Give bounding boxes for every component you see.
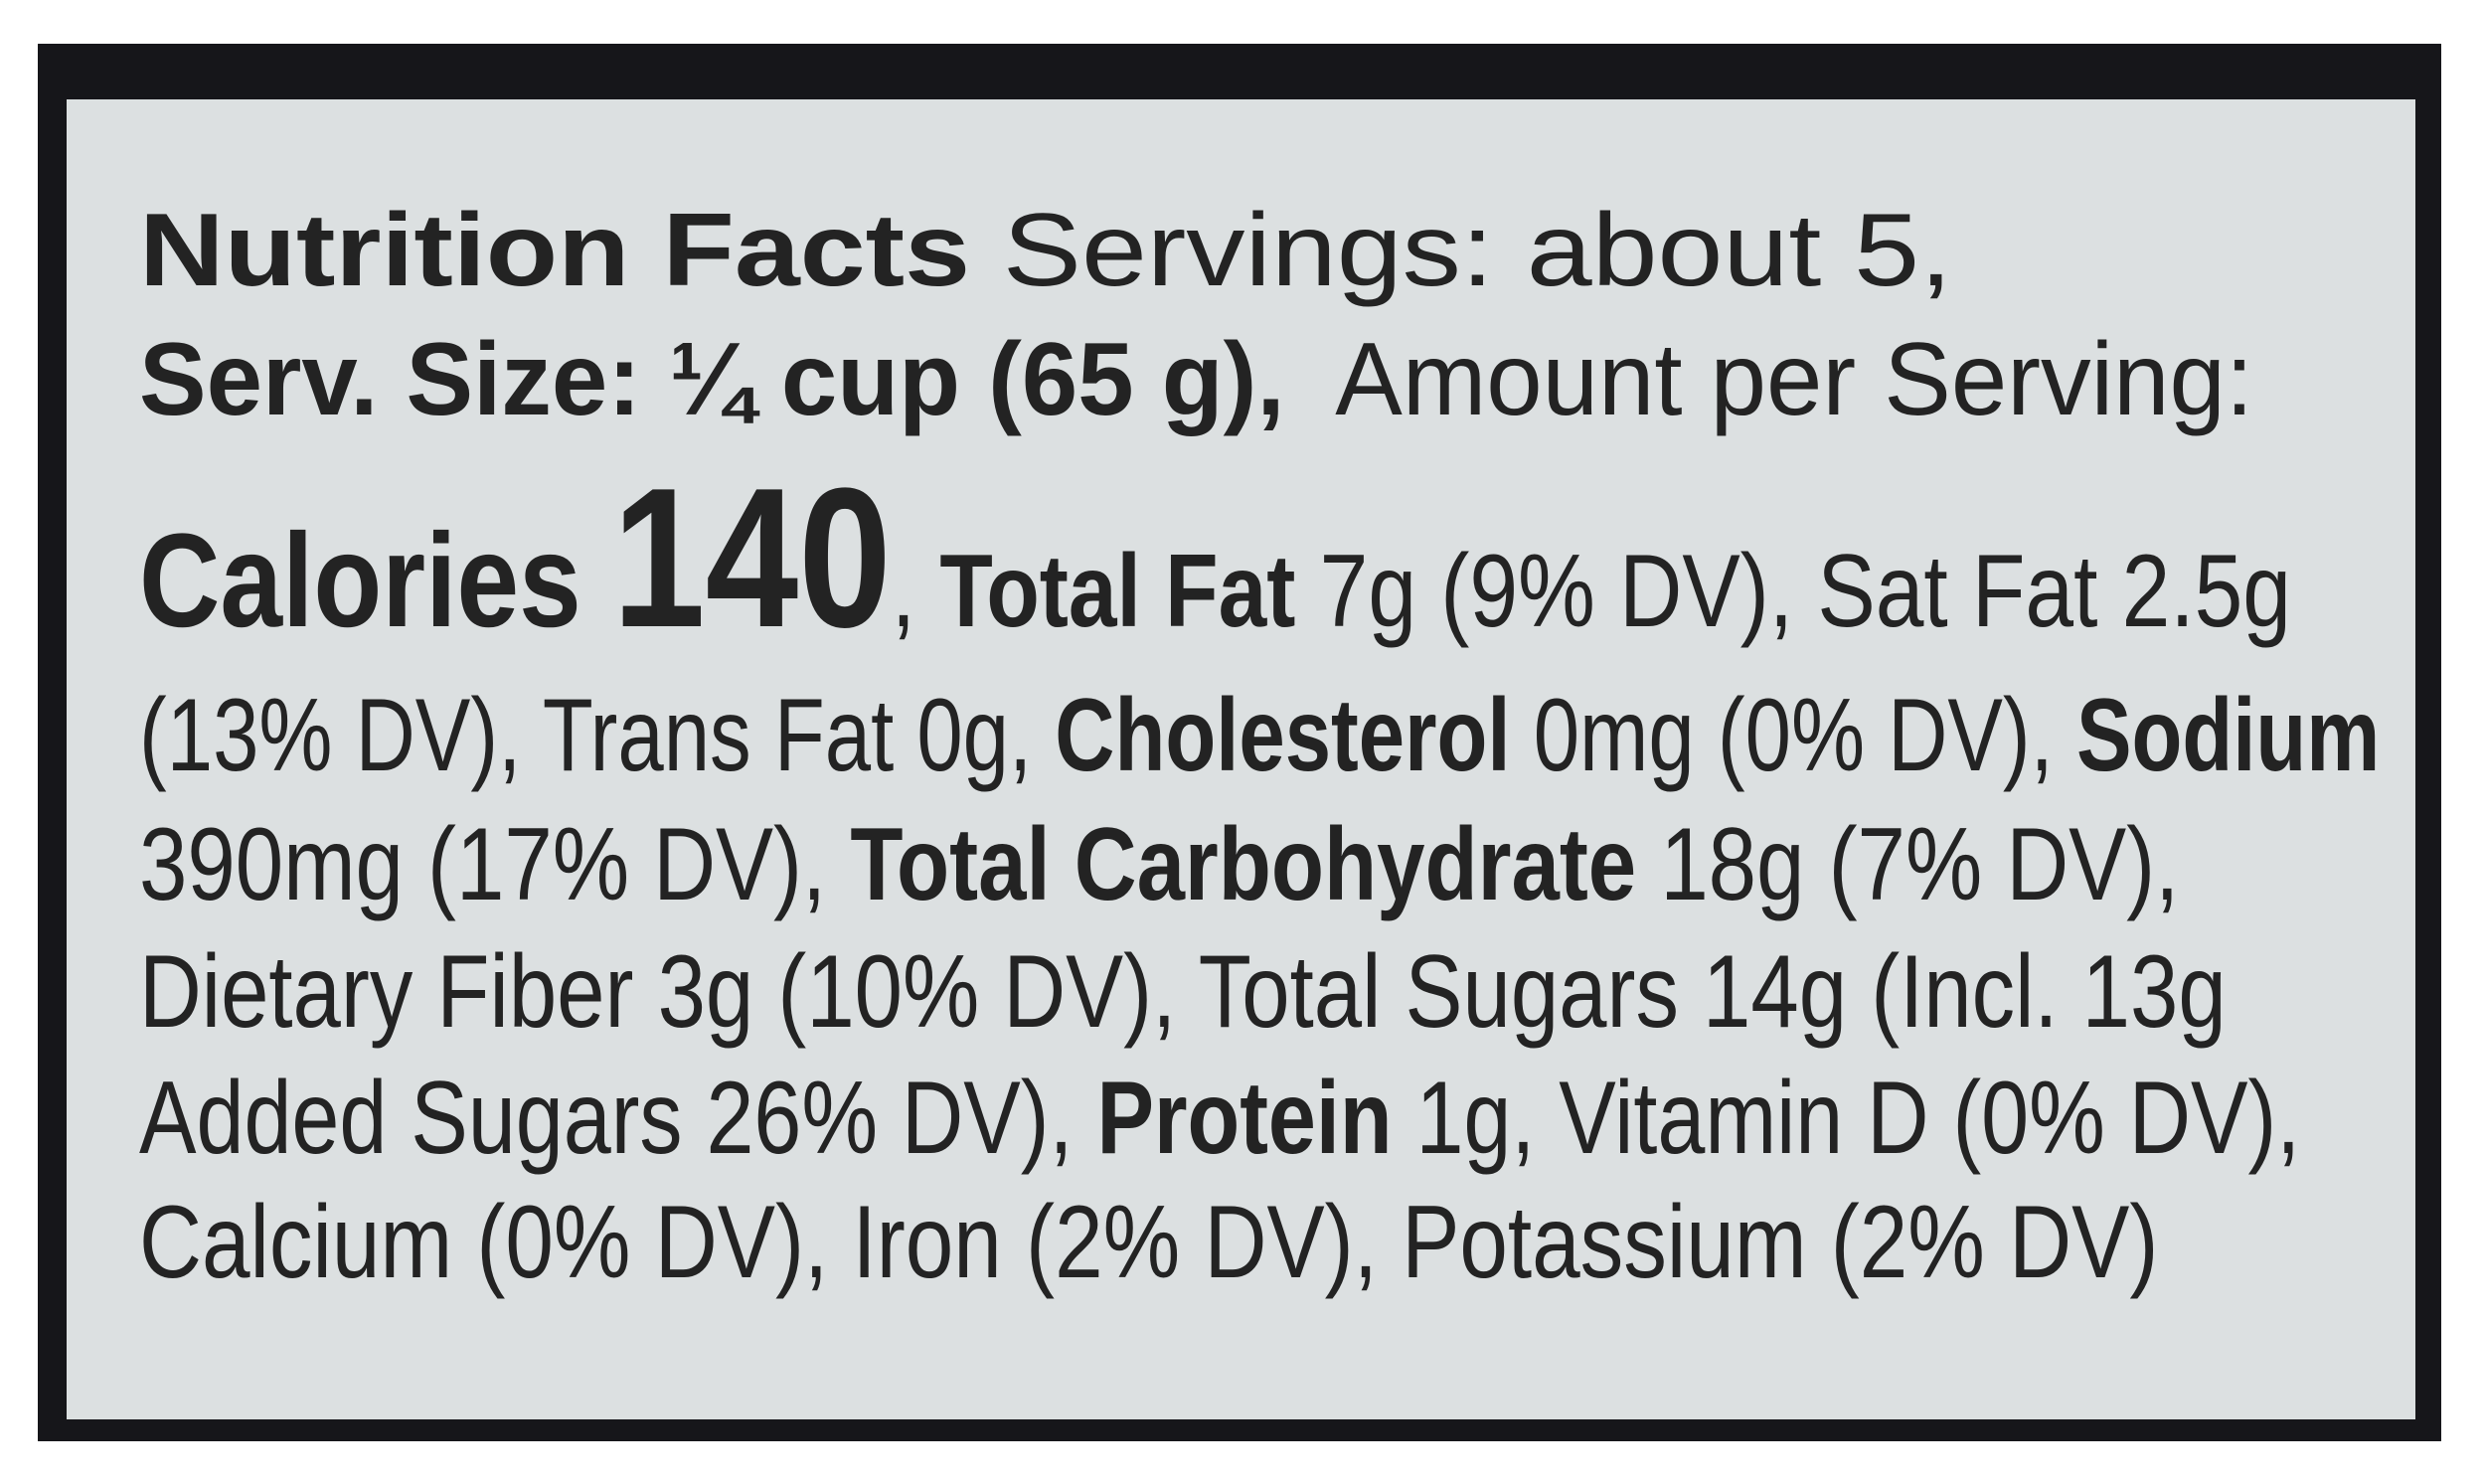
label-line-7: Added Sugars 26% DV), Protein 1g, Vitami… — [139, 1067, 2300, 1170]
cholesterol-label: Cholesterol — [1055, 678, 1511, 793]
minerals-text: Calcium (0% DV), Iron (2% DV), Potassium… — [139, 1185, 2159, 1300]
fiber-sugars-text: Dietary Fiber 3g (10% DV), Total Sugars … — [139, 934, 2227, 1050]
carbohydrate-label: Total Carbohydrate — [850, 807, 1637, 922]
total-fat-value: 7g (9% DV), Sat Fat 2.5g — [1295, 534, 2291, 649]
cholesterol-value: 0mg (0% DV), — [1510, 678, 2076, 793]
label-line-5: 390mg (17% DV), Total Carbohydrate 18g (… — [139, 813, 2179, 916]
amount-per-serving: Amount per Serving: — [1284, 322, 2253, 437]
separator: , — [891, 534, 940, 649]
label-line-4: (13% DV), Trans Fat 0g, Cholesterol 0mg … — [139, 684, 2380, 787]
total-fat-label: Total Fat — [939, 534, 1296, 649]
label-line-6: Dietary Fiber 3g (10% DV), Total Sugars … — [139, 940, 2227, 1044]
servings-text: Servings: about 5, — [970, 193, 1952, 308]
added-sugars-text: Added Sugars 26% DV), — [139, 1061, 1097, 1176]
label-line-2: Serv. Size: ¼ cup (65 g), Amount per Ser… — [139, 328, 2253, 431]
label-line-1: Nutrition Facts Servings: about 5, — [139, 199, 1952, 302]
label-line-3: Calories 140, Total Fat 7g (9% DV), Sat … — [139, 459, 2291, 658]
nutrition-label — [67, 99, 2415, 1419]
sodium-value: 390mg (17% DV), — [139, 807, 851, 922]
carbohydrate-value: 18g (7% DV), — [1636, 807, 2180, 922]
serving-size: Serv. Size: ¼ cup (65 g), — [139, 322, 1285, 437]
label-line-8: Calcium (0% DV), Iron (2% DV), Potassium… — [139, 1191, 2158, 1294]
sodium-label: Sodium — [2075, 678, 2381, 793]
protein-vitamin-d-text: 1g, Vitamin D (0% DV), — [1392, 1061, 2301, 1176]
protein-label: Protein — [1096, 1061, 1393, 1176]
calories-label: Calories — [139, 507, 613, 655]
nutrition-facts-title: Nutrition Facts — [139, 193, 971, 308]
sat-fat-dv: (13% DV), Trans Fat 0g, — [139, 678, 1056, 793]
calories-value: 140 — [612, 447, 892, 669]
